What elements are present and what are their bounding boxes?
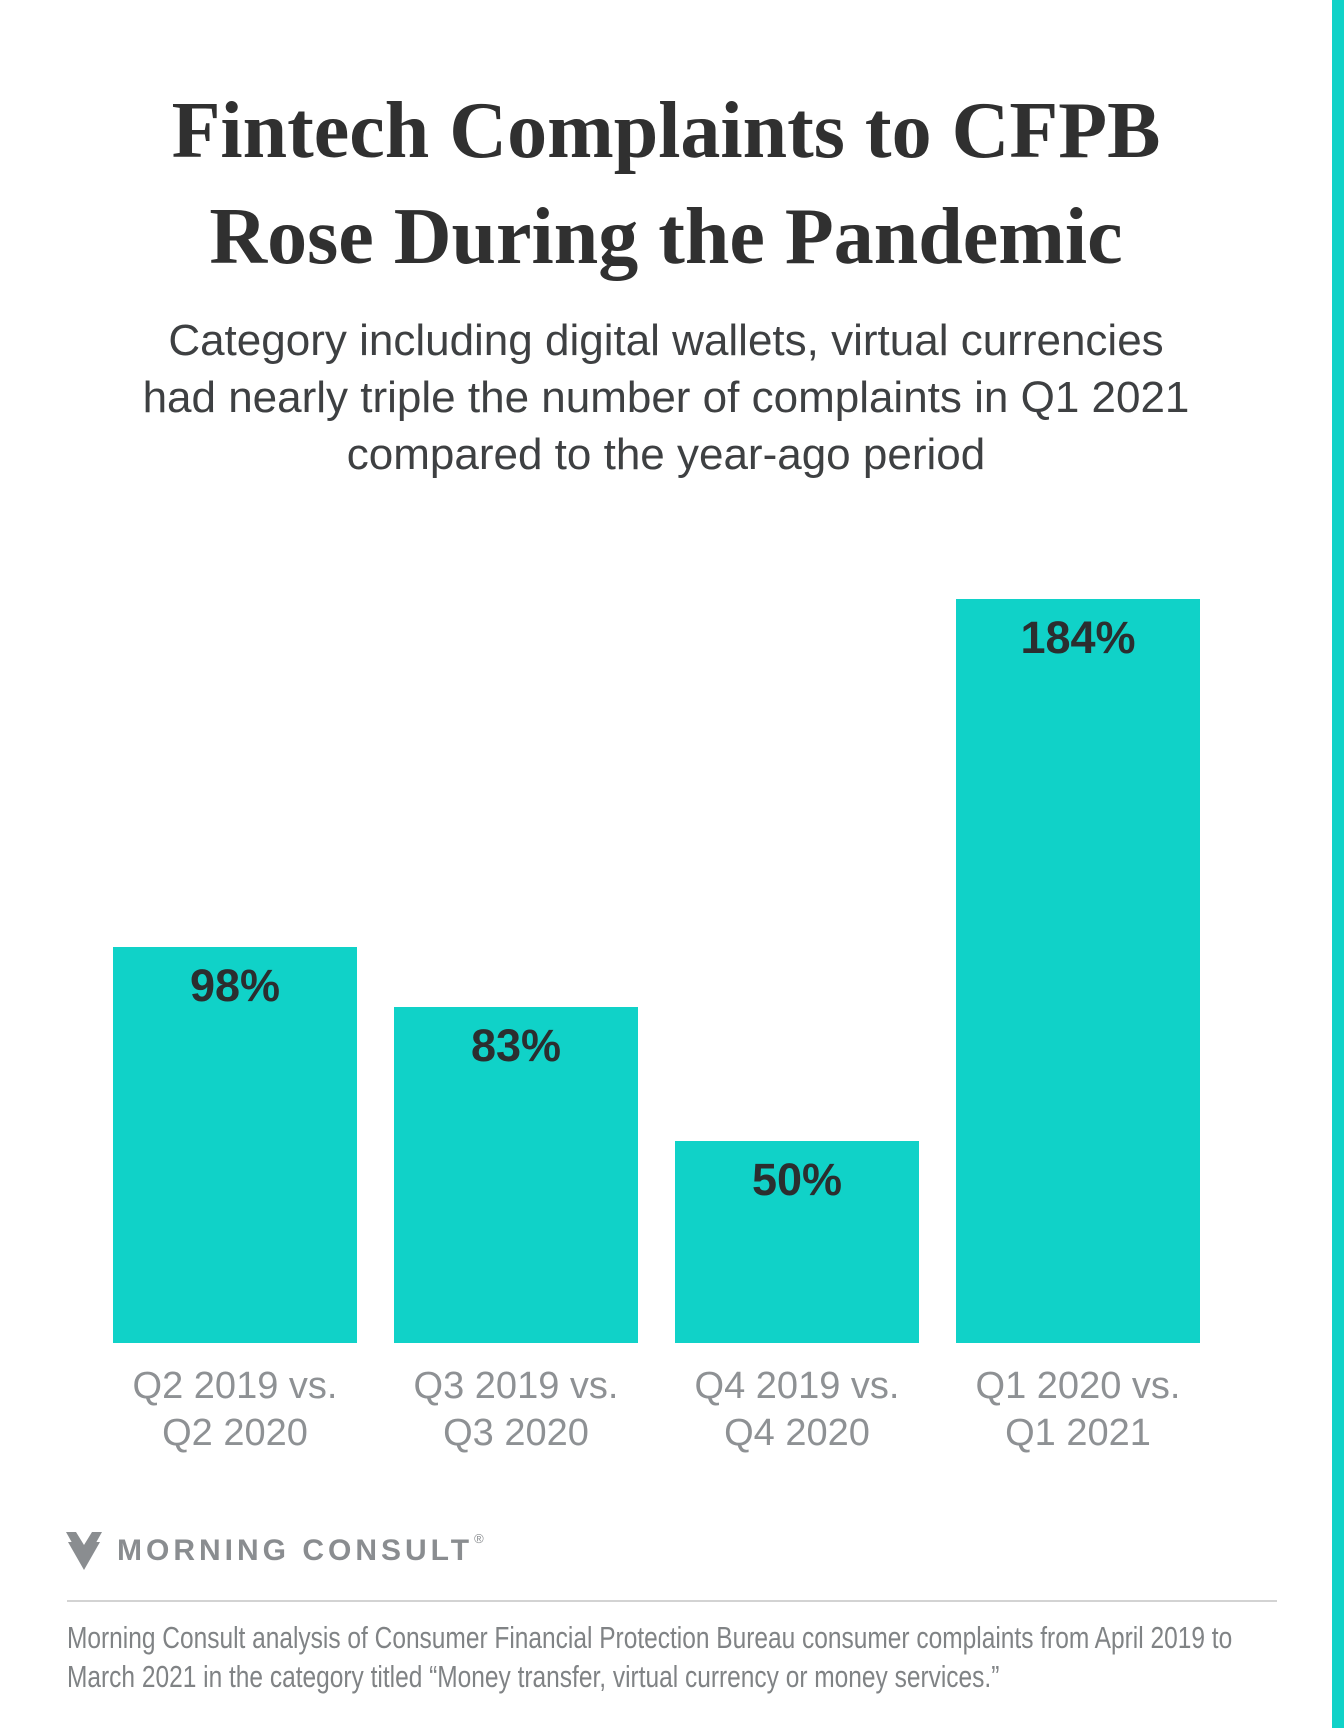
chart-title: Fintech Complaints to CFPB Rose During t… [0, 78, 1332, 290]
chart-subtitle-line-2: had nearly triple the number of complain… [142, 373, 1190, 422]
chart-subtitle: Category including digital wallets, virt… [0, 312, 1332, 483]
morning-consult-logo-icon [66, 1532, 102, 1570]
bar-value-label: 98% [189, 959, 281, 1011]
footer-source-note: Morning Consult analysis of Consumer Fin… [67, 1618, 1232, 1696]
category-label: Q2 2019 vs. Q2 2020 [113, 1363, 357, 1457]
bar-value-label: 184% [1020, 612, 1136, 663]
category-label-line: Q3 2020 [443, 1412, 589, 1454]
footer-note-line-2: March 2021 in the category titled “Money… [67, 1659, 1000, 1694]
morning-consult-logo: MORNING CONSULT ® [66, 1530, 484, 1570]
category-label: Q1 2020 vs. Q1 2021 [956, 1363, 1200, 1457]
category-label: Q3 2019 vs. Q3 2020 [394, 1363, 638, 1457]
bar-q3-2019-vs-q3-2020: 83% [394, 1007, 638, 1343]
footer-divider [67, 1600, 1277, 1602]
bar-q1-2020-vs-q1-2021: 184% [956, 599, 1200, 1343]
category-label-line: Q4 2020 [724, 1412, 870, 1454]
chart-title-line-1: Fintech Complaints to CFPB [171, 87, 1161, 175]
bar-chart-plot-area: 98% 83% 50% 184% [113, 599, 1200, 1343]
chart-subtitle-line-1: Category including digital wallets, virt… [168, 316, 1164, 365]
x-axis-category-labels: Q2 2019 vs. Q2 2020 Q3 2019 vs. Q3 2020 … [113, 1363, 1200, 1457]
bar-q4-2019-vs-q4-2020: 50% [675, 1140, 919, 1343]
logo-wordmark: MORNING CONSULT [117, 1534, 474, 1567]
category-label-line: Q4 2019 vs. [694, 1365, 900, 1407]
bar-value-label: 50% [751, 1153, 843, 1205]
footer-note-line-1: Morning Consult analysis of Consumer Fin… [67, 1620, 1233, 1655]
right-accent-strip [1332, 0, 1344, 1728]
category-label-line: Q1 2021 [1005, 1412, 1151, 1454]
chart-subtitle-line-3: compared to the year-ago period [346, 430, 986, 479]
bar-q2-2019-vs-q2-2020: 98% [113, 946, 357, 1343]
registered-trademark-symbol: ® [474, 1530, 484, 1546]
category-label-line: Q2 2020 [162, 1412, 308, 1454]
category-label-line: Q3 2019 vs. [413, 1365, 619, 1407]
chart-title-line-2: Rose During the Pandemic [209, 193, 1123, 281]
category-label-line: Q1 2020 vs. [975, 1365, 1181, 1407]
category-label: Q4 2019 vs. Q4 2020 [675, 1363, 919, 1457]
bar-value-label: 83% [470, 1020, 562, 1072]
category-label-line: Q2 2019 vs. [132, 1365, 338, 1407]
